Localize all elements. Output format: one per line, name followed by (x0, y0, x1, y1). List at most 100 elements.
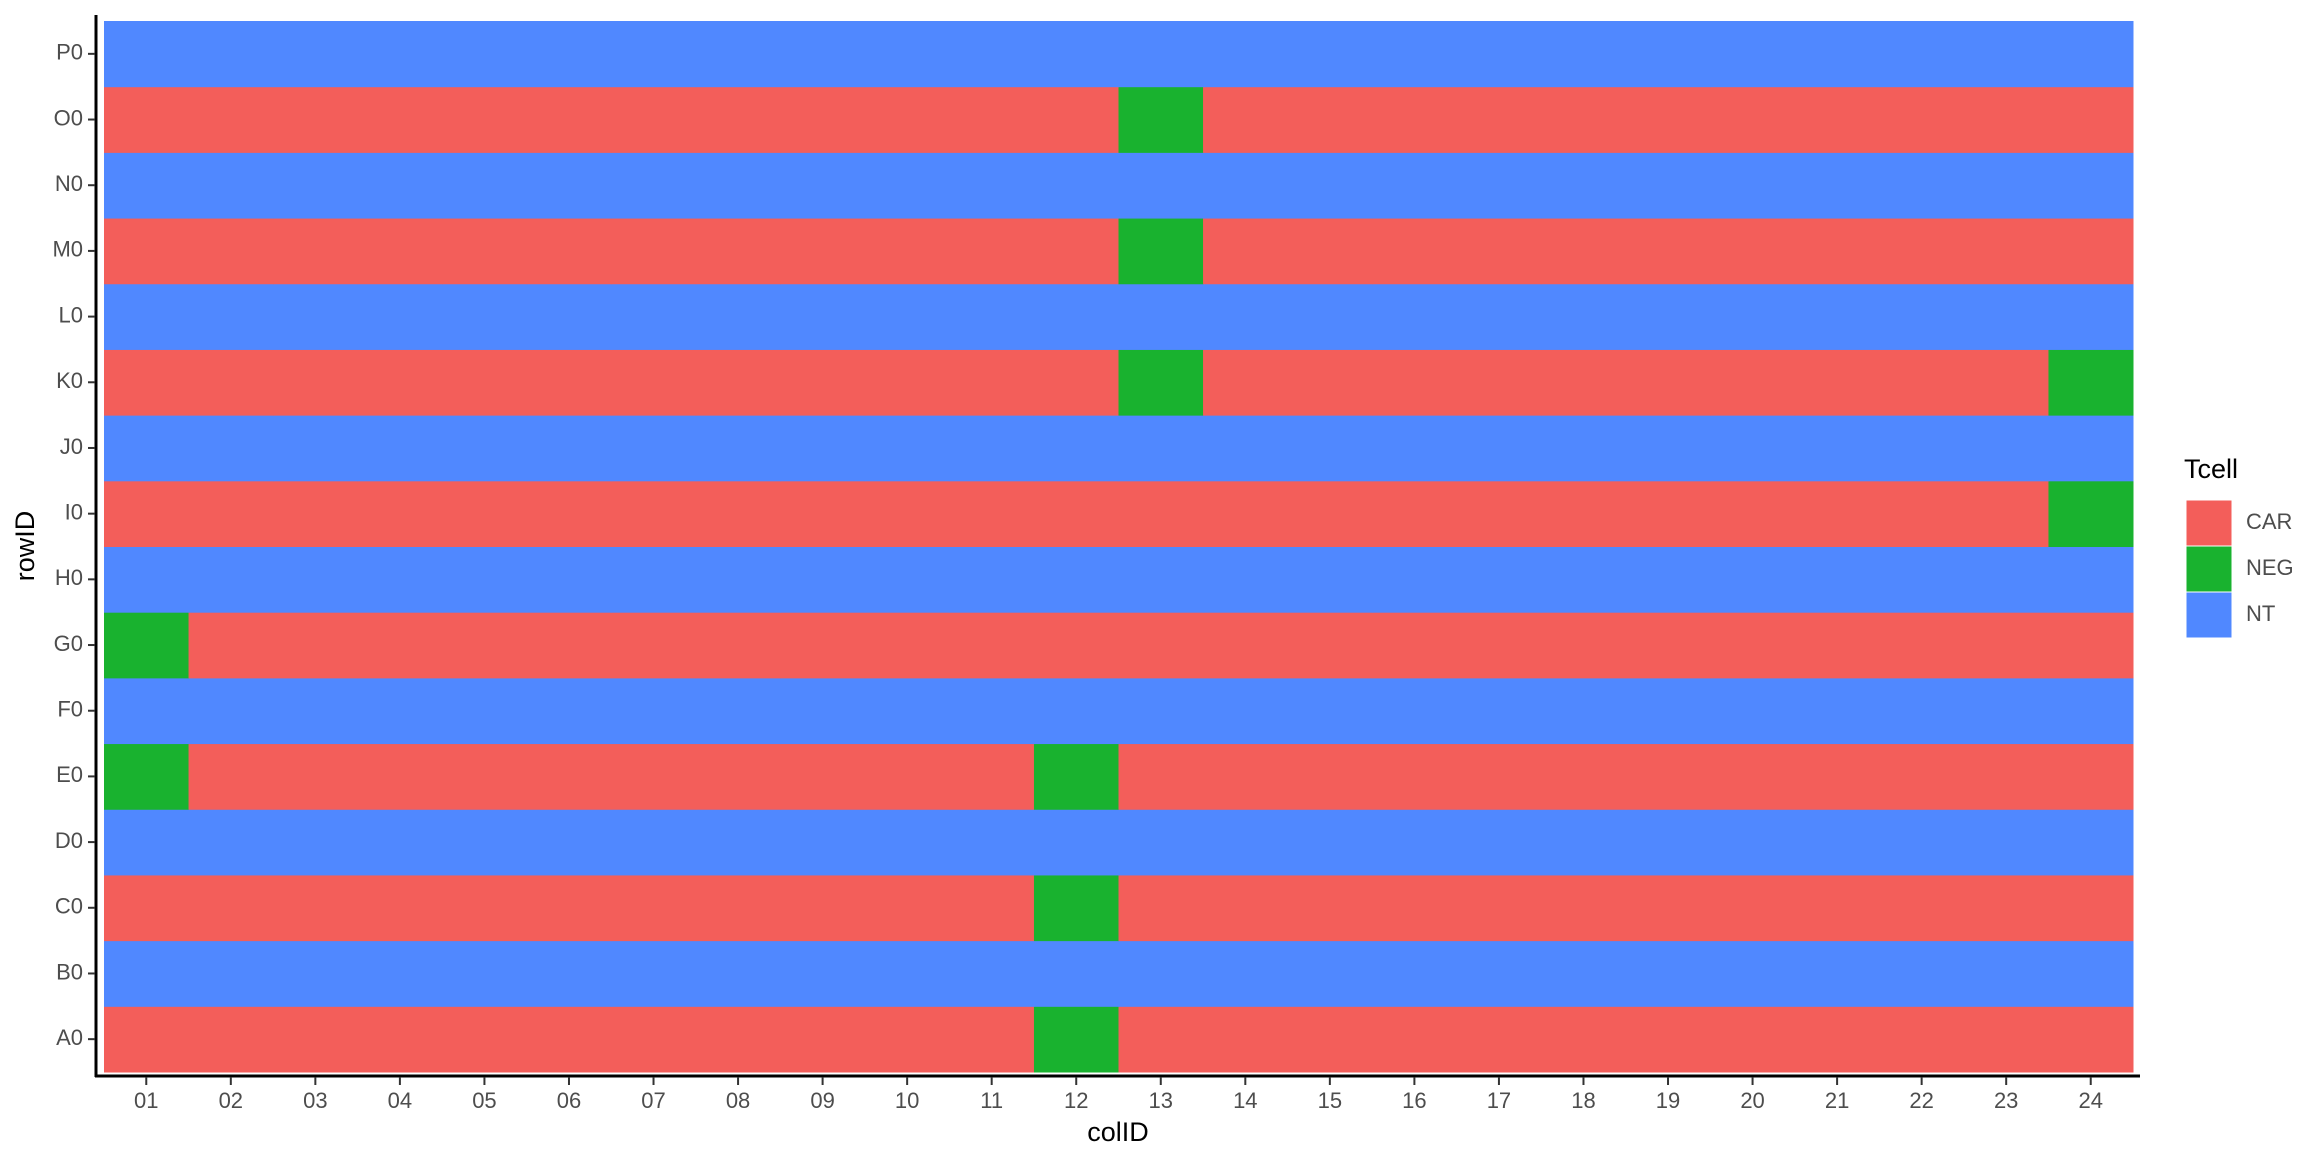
tile (1033, 546, 1119, 613)
tile (1118, 349, 1204, 416)
tile (1118, 415, 1204, 482)
tile (1710, 743, 1796, 810)
tile (611, 677, 697, 745)
tile (1456, 86, 1542, 153)
tile (1118, 480, 1204, 547)
tile (1033, 874, 1119, 942)
tile (1372, 743, 1458, 810)
tile (1625, 1006, 1711, 1073)
tile (864, 152, 950, 219)
tile (1372, 677, 1458, 745)
tile (526, 349, 612, 416)
tile (1372, 940, 1458, 1007)
tile (1118, 743, 1204, 810)
tile (949, 218, 1035, 285)
x-tick-label: 07 (641, 1088, 665, 1113)
tile (695, 349, 781, 416)
tile (1963, 86, 2049, 153)
tile (1879, 480, 1965, 547)
tile (1963, 152, 2049, 219)
tile (1794, 874, 1880, 942)
tile (1203, 415, 1289, 482)
tile (357, 86, 443, 153)
tile (780, 21, 866, 88)
tile (611, 152, 697, 219)
y-tick-label: I0 (65, 499, 83, 524)
tile (188, 1006, 274, 1073)
tile (1625, 218, 1711, 285)
tile (442, 677, 528, 745)
tile (1879, 86, 1965, 153)
tile (1794, 283, 1880, 350)
tile (1287, 612, 1373, 679)
tile (695, 809, 781, 876)
y-tick-label: K0 (56, 368, 83, 393)
tile (188, 743, 274, 810)
tile (864, 283, 950, 350)
tile (1033, 809, 1119, 876)
tile (611, 480, 697, 547)
x-axis-title: colID (1087, 1117, 1149, 1147)
tile (1118, 21, 1204, 88)
tile (442, 349, 528, 416)
tile (949, 415, 1035, 482)
tile (1794, 809, 1880, 876)
tile (1963, 480, 2049, 547)
x-tick-label: 03 (303, 1088, 327, 1113)
tile (1287, 546, 1373, 613)
tile (1203, 940, 1289, 1007)
y-tick-label: P0 (56, 40, 83, 65)
tile (1118, 218, 1204, 285)
tile (526, 743, 612, 810)
tile (2048, 86, 2134, 153)
tile (104, 809, 190, 876)
tile (104, 874, 190, 942)
tile (864, 415, 950, 482)
tile (864, 743, 950, 810)
tile (357, 283, 443, 350)
tile (104, 86, 190, 153)
tile (1203, 677, 1289, 745)
tile (864, 809, 950, 876)
tile (2048, 874, 2134, 942)
tile (1456, 152, 1542, 219)
tile (1287, 677, 1373, 745)
tile (273, 940, 359, 1007)
tile (611, 218, 697, 285)
tile (2048, 415, 2134, 482)
tile (1794, 349, 1880, 416)
tile (357, 612, 443, 679)
tile (1456, 218, 1542, 285)
tile (442, 480, 528, 547)
tile (1794, 677, 1880, 745)
tile (357, 480, 443, 547)
tile (1710, 612, 1796, 679)
tile (695, 415, 781, 482)
tile (1203, 1006, 1289, 1073)
tile (1456, 349, 1542, 416)
x-tick-label: 09 (810, 1088, 834, 1113)
tile (526, 874, 612, 942)
tile (1456, 480, 1542, 547)
x-tick-label: 22 (1909, 1088, 1933, 1113)
tile (1118, 283, 1204, 350)
tile (273, 743, 359, 810)
tile (1372, 874, 1458, 942)
tile (442, 415, 528, 482)
tile (611, 809, 697, 876)
tile (1456, 1006, 1542, 1073)
tile (104, 743, 190, 810)
tile (357, 1006, 443, 1073)
tile (1203, 546, 1289, 613)
tile (273, 415, 359, 482)
tile (104, 415, 190, 482)
tile (1963, 21, 2049, 88)
tile (357, 874, 443, 942)
tile (864, 480, 950, 547)
x-tick-label: 12 (1064, 1088, 1088, 1113)
tile (273, 874, 359, 942)
tile (949, 86, 1035, 153)
x-tick-label: 17 (1487, 1088, 1511, 1113)
tile (611, 86, 697, 153)
tile (695, 677, 781, 745)
